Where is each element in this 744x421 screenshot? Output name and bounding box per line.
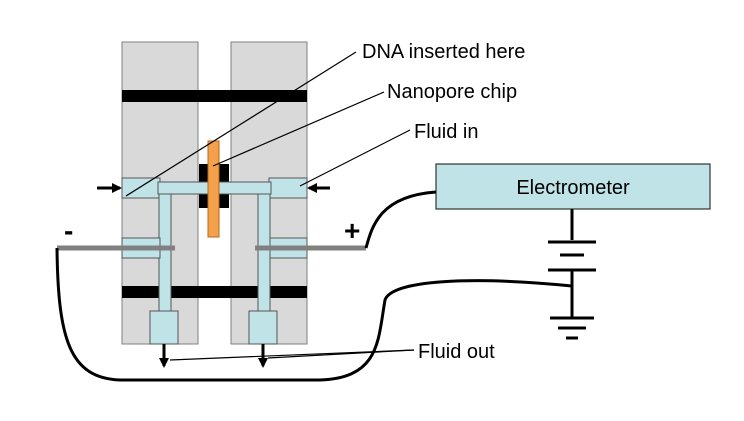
return-wire — [55, 247, 573, 382]
chip-leader-line — [212, 91, 385, 167]
fluid-in-leader-line — [299, 129, 411, 187]
fluid-out-label: Fluid out — [418, 341, 495, 363]
right-outlet-port — [248, 310, 278, 345]
dna-inserted-label: DNA inserted here — [362, 41, 525, 63]
minus-sign: - — [64, 215, 73, 246]
fluid-out-leader-line-b — [267, 349, 415, 359]
nanopore-chip — [207, 140, 220, 238]
dna-leader-line — [125, 51, 357, 197]
fluid-in-label: Fluid in — [414, 121, 478, 143]
positive-wire — [364, 190, 437, 249]
right-inlet-port — [268, 177, 308, 199]
top-clamp-bar — [122, 90, 307, 102]
electrometer-box — [435, 163, 711, 210]
plus-sign: + — [344, 215, 360, 246]
bottom-clamp-bar — [122, 286, 307, 298]
electrometer-label: Electrometer — [516, 177, 630, 199]
left-outlet-port — [149, 310, 179, 345]
nanopore-chip-label: Nanopore chip — [387, 81, 517, 103]
left-vertical-channel — [158, 193, 172, 313]
right-vertical-channel — [257, 193, 271, 313]
